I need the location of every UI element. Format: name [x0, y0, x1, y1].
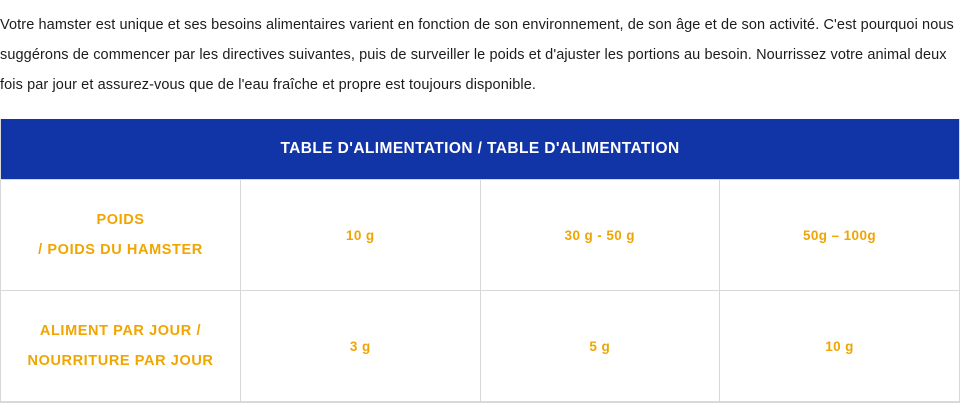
- cell-food-2: 5 g: [479, 290, 720, 402]
- cell-food-3: 10 g: [719, 290, 959, 402]
- table-row: POIDS / POIDS DU HAMSTER 10 g 30 g - 50 …: [1, 179, 959, 291]
- row-label-line2: / POIDS DU HAMSTER: [38, 242, 203, 258]
- row-label-line1: POIDS: [96, 212, 145, 228]
- intro-paragraph: Votre hamster est unique et ses besoins …: [0, 17, 954, 93]
- cell-weight-1: 10 g: [240, 179, 481, 291]
- row-label-weight: POIDS / POIDS DU HAMSTER: [1, 179, 241, 291]
- feeding-table: TABLE D'ALIMENTATION / TABLE D'ALIMENTAT…: [1, 119, 959, 402]
- table-title: TABLE D'ALIMENTATION / TABLE D'ALIMENTAT…: [1, 119, 959, 180]
- cell-weight-3: 50g – 100g: [719, 179, 959, 291]
- table-row: ALIMENT PAR JOUR / NOURRITURE PAR JOUR 3…: [1, 290, 959, 402]
- row-label-line1: ALIMENT PAR JOUR /: [39, 323, 202, 339]
- row-label-food-per-day: ALIMENT PAR JOUR / NOURRITURE PAR JOUR: [1, 290, 241, 402]
- row-label-line2: NOURRITURE PAR JOUR: [27, 353, 214, 369]
- cell-food-1: 3 g: [240, 290, 481, 402]
- cell-weight-2: 30 g - 50 g: [479, 179, 720, 291]
- feeding-table-container: TABLE D'ALIMENTATION / TABLE D'ALIMENTAT…: [0, 119, 960, 403]
- table-header-row: TABLE D'ALIMENTATION / TABLE D'ALIMENTAT…: [1, 119, 959, 180]
- intro-text-block: Votre hamster est unique et ses besoins …: [0, 0, 970, 100]
